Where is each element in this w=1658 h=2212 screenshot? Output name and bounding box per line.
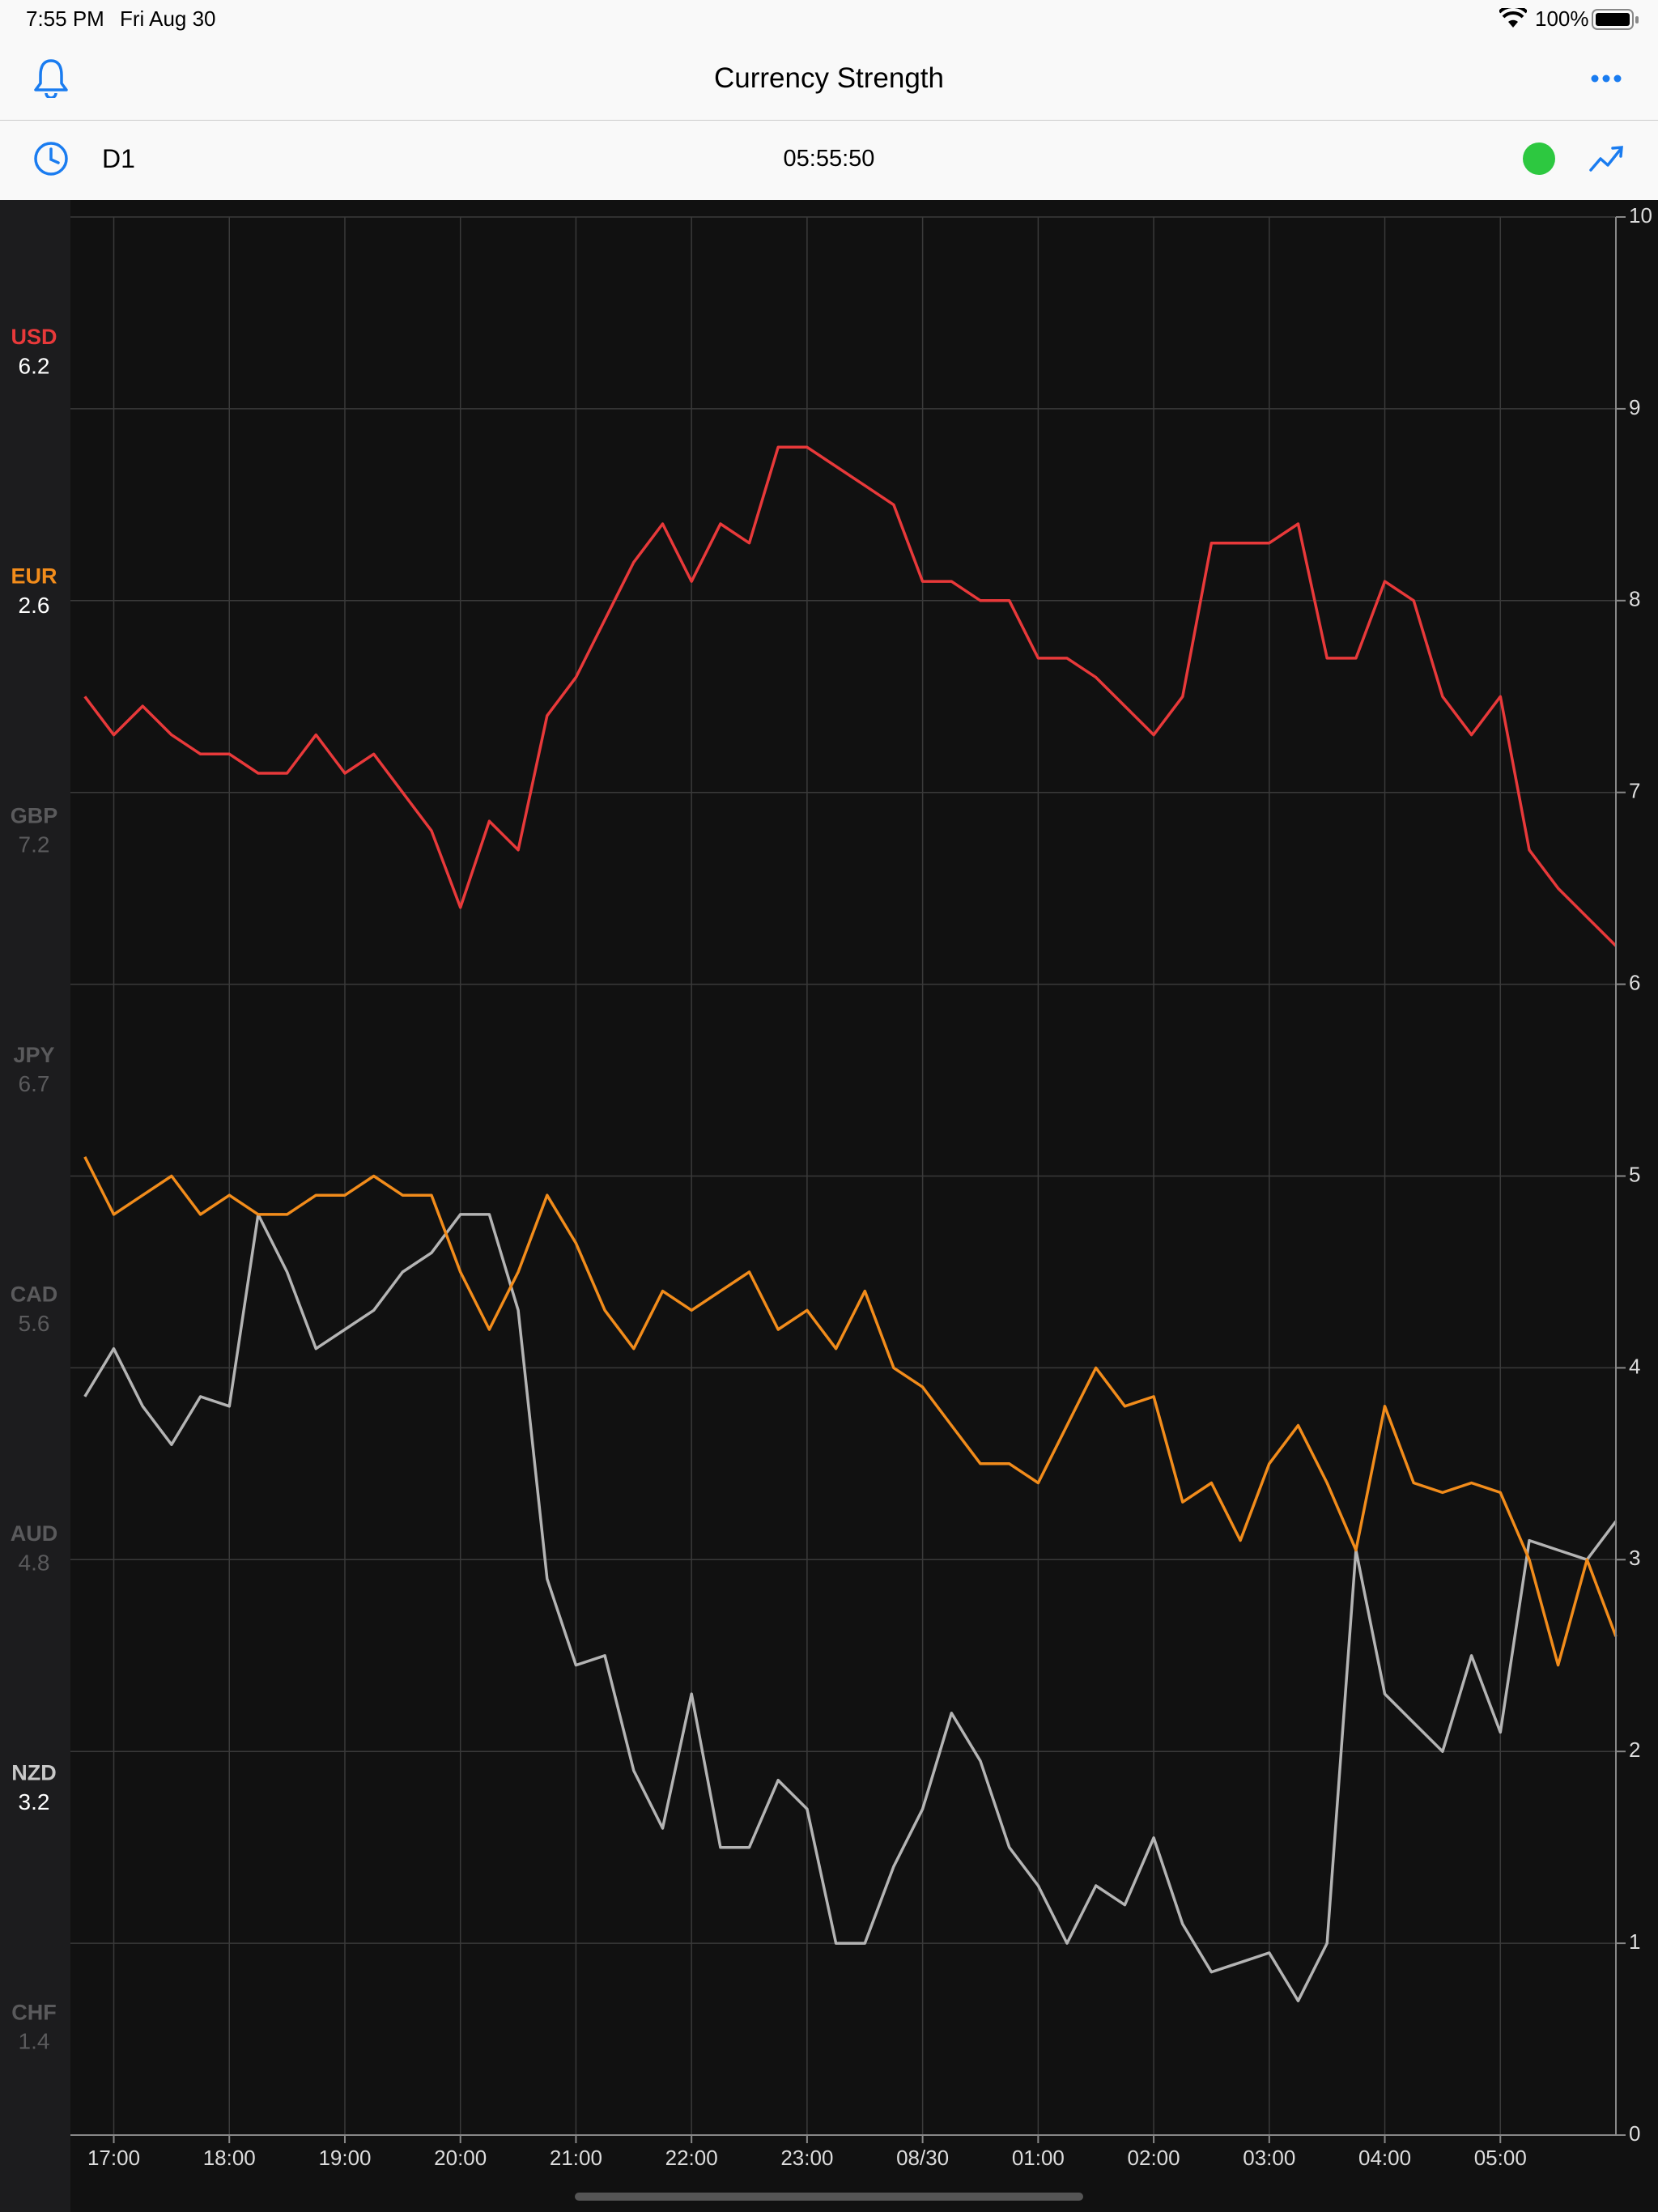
x-tick-label: 05:00 xyxy=(1474,2146,1527,2170)
header: 7:55 PM Fri Aug 30 100% Currency Strengt… xyxy=(0,0,1658,200)
x-tick-label: 21:00 xyxy=(550,2146,602,2170)
timeframe-button[interactable] xyxy=(32,140,70,177)
wifi-icon xyxy=(1499,8,1527,28)
status-dot xyxy=(1523,143,1555,175)
y-tick-label: 2 xyxy=(1629,1738,1640,1762)
right-axis-area xyxy=(1616,200,1658,2212)
x-tick-label: 23:00 xyxy=(780,2146,833,2170)
more-button[interactable] xyxy=(1590,72,1622,85)
currency-name: EUR xyxy=(11,564,57,589)
y-tick-label: 6 xyxy=(1629,970,1640,994)
x-tick-label: 18:00 xyxy=(203,2146,256,2170)
clock: 7:55 PM xyxy=(26,6,104,31)
y-tick-label: 5 xyxy=(1629,1162,1640,1186)
currency-value: 1.4 xyxy=(19,2029,50,2054)
currency-name: CAD xyxy=(11,1283,58,1307)
series-line xyxy=(83,1156,1618,1667)
currency-name: AUD xyxy=(11,1521,58,1546)
home-indicator xyxy=(575,2193,1083,2201)
x-tick-label: 03:00 xyxy=(1243,2146,1295,2170)
series-line xyxy=(83,1213,1618,2002)
series-line xyxy=(83,445,1618,947)
currency-value: 4.8 xyxy=(19,1550,50,1575)
countdown: 05:55:50 xyxy=(783,146,875,172)
chart: 0 1 2 3 4 5 6 7 8 9 10 17:00 18:00 19:00 20:00 21:00 22:… xyxy=(0,200,1658,2212)
x-tick-label: 20:00 xyxy=(434,2146,487,2170)
y-tick-label: 8 xyxy=(1629,587,1640,611)
y-tick-label: 1 xyxy=(1629,1929,1640,1954)
y-tick-label: 9 xyxy=(1629,395,1640,419)
y-tick-label: 4 xyxy=(1629,1354,1640,1378)
currency-name: NZD xyxy=(11,1761,57,1785)
toolbar: D1 05:55:50 xyxy=(0,120,1658,200)
sidebar xyxy=(0,200,70,2212)
chart-type-button[interactable] xyxy=(1588,144,1624,173)
x-tick-label: 01:00 xyxy=(1012,2146,1065,2170)
y-tick-label: 10 xyxy=(1629,203,1652,228)
chart-background xyxy=(0,200,1658,2212)
timeframe: D1 xyxy=(102,144,135,173)
x-tick-label: 04:00 xyxy=(1358,2146,1411,2170)
bell-button[interactable] xyxy=(32,57,70,98)
battery-icon xyxy=(1592,9,1639,30)
nav-title: Currency Strength xyxy=(713,62,945,94)
y-tick-label: 0 xyxy=(1629,2121,1640,2146)
currency-name: JPY xyxy=(13,1043,54,1067)
currency-name: CHF xyxy=(11,2000,57,2024)
nav-bar: Currency Strength xyxy=(0,40,1658,121)
x-tick-label: 22:00 xyxy=(665,2146,718,2170)
currency-value: 3.2 xyxy=(19,1789,50,1814)
currency-value: 6.2 xyxy=(19,353,50,378)
y-tick-label: 7 xyxy=(1629,779,1640,803)
labels: 0 1 2 3 4 5 6 7 8 9 10 17:00 18:00 19:00 20:00 21:00 22:… xyxy=(11,203,1652,2170)
currency-value: 5.6 xyxy=(19,1311,50,1336)
battery-percent: 100% xyxy=(1535,6,1589,31)
currency-value: 6.7 xyxy=(19,1071,50,1096)
currency-value: 2.6 xyxy=(19,593,50,618)
y-tick-label: 3 xyxy=(1629,1546,1640,1570)
currency-name: USD xyxy=(11,325,57,349)
x-tick-label: 17:00 xyxy=(87,2146,140,2170)
x-tick-label: 08/30 xyxy=(896,2146,949,2170)
lines xyxy=(83,445,1618,2002)
date: Fri Aug 30 xyxy=(120,6,216,31)
currency-value: 7.2 xyxy=(19,832,50,857)
x-tick-label: 19:00 xyxy=(318,2146,371,2170)
x-tick-label: 02:00 xyxy=(1128,2146,1180,2170)
currency-name: GBP xyxy=(11,803,58,827)
